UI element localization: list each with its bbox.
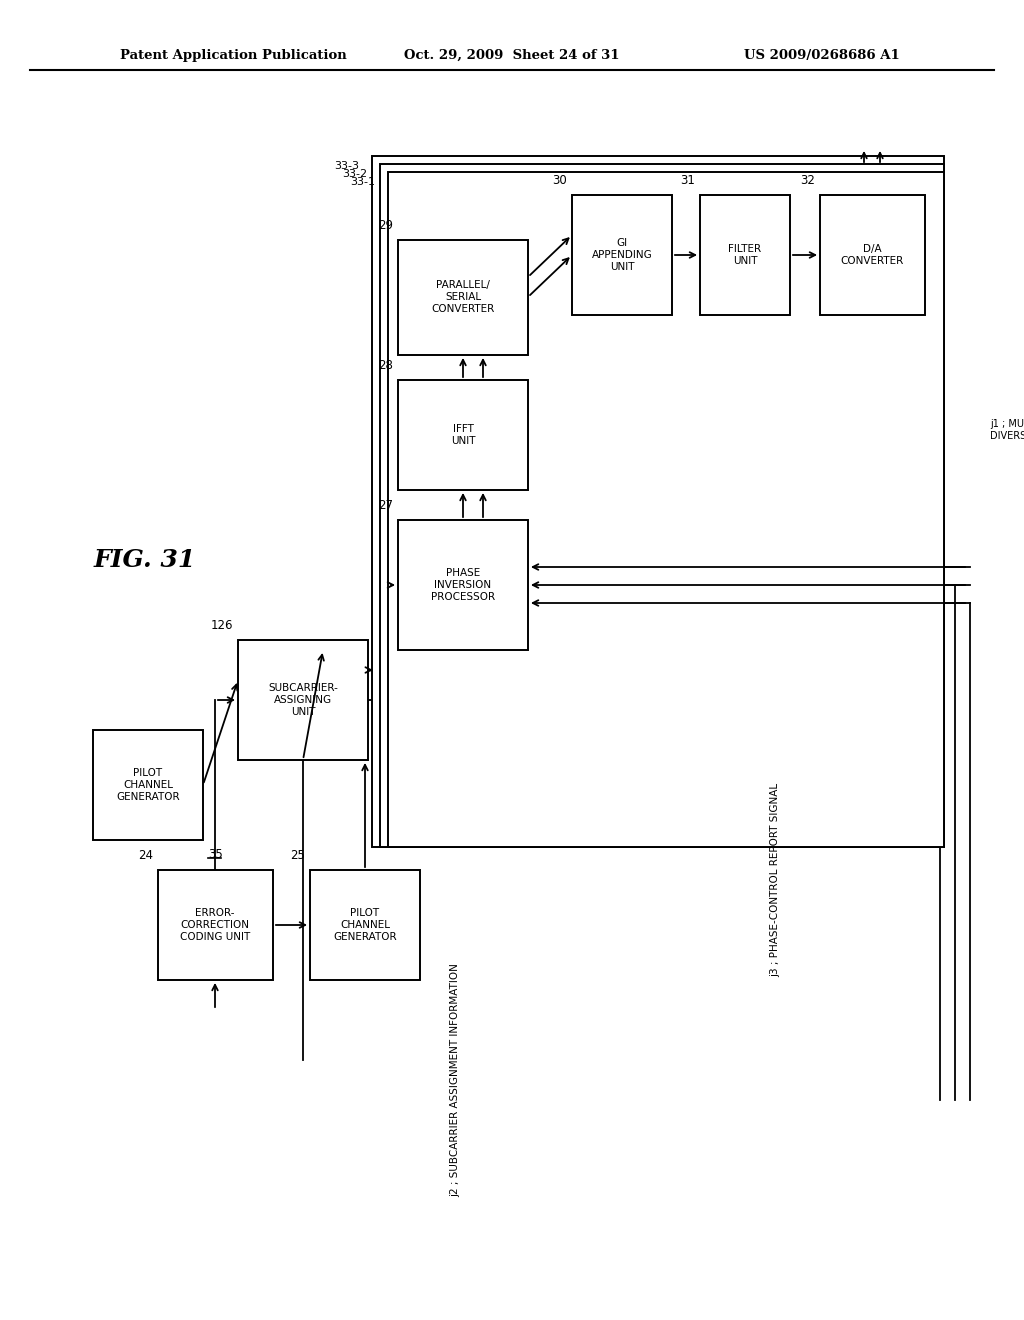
Text: US 2009/0268686 A1: US 2009/0268686 A1 [744,49,900,62]
Text: 25: 25 [290,849,305,862]
Text: IFFT
UNIT: IFFT UNIT [451,424,475,446]
Text: 24: 24 [138,849,153,862]
Text: PHASE
INVERSION
PROCESSOR: PHASE INVERSION PROCESSOR [431,569,495,602]
Text: 29: 29 [378,219,393,232]
Text: SUBCARRIER-
ASSIGNING
UNIT: SUBCARRIER- ASSIGNING UNIT [268,684,338,717]
Text: D/A
CONVERTER: D/A CONVERTER [841,244,903,265]
Bar [398,380,528,490]
Bar [238,640,368,760]
Text: GI
APPENDING
UNIT: GI APPENDING UNIT [592,239,652,272]
Bar [372,156,944,847]
Bar [388,172,944,847]
Text: ERROR-
CORRECTION
CODING UNIT: ERROR- CORRECTION CODING UNIT [180,908,250,941]
Text: FIG. 31: FIG. 31 [94,548,197,572]
Text: 33-1: 33-1 [350,177,375,187]
Text: 126: 126 [211,619,233,632]
Bar [820,195,925,315]
Bar [158,870,273,979]
Text: 35: 35 [208,847,223,861]
Text: 31: 31 [680,174,695,187]
Text: j3 ; PHASE-CONTROL REPORT SIGNAL: j3 ; PHASE-CONTROL REPORT SIGNAL [770,783,780,977]
Text: 28: 28 [378,359,393,372]
Text: 33-2: 33-2 [342,169,367,180]
Text: PARALLEL/
SERIAL
CONVERTER: PARALLEL/ SERIAL CONVERTER [431,280,495,314]
Text: FILTER
UNIT: FILTER UNIT [728,244,762,265]
Text: PILOT
CHANNEL
GENERATOR: PILOT CHANNEL GENERATOR [333,908,397,941]
Bar [380,164,944,847]
Text: Oct. 29, 2009  Sheet 24 of 31: Oct. 29, 2009 Sheet 24 of 31 [404,49,620,62]
Text: PILOT
CHANNEL
GENERATOR: PILOT CHANNEL GENERATOR [116,768,180,801]
Bar [398,240,528,355]
Bar [700,195,790,315]
Text: Patent Application Publication: Patent Application Publication [120,49,347,62]
Text: j2 ; SUBCARRIER ASSIGNMENT INFORMATION: j2 ; SUBCARRIER ASSIGNMENT INFORMATION [450,964,460,1197]
Text: 30: 30 [552,174,567,187]
Bar [93,730,203,840]
Bar [572,195,672,315]
Text: 33-3: 33-3 [334,161,359,172]
Text: 32: 32 [800,174,815,187]
Bar [310,870,420,979]
Text: j1 ; MULTI-USER DIVERSITY/FREQUENCY
DIVERSITY REPORT SIGNAL: j1 ; MULTI-USER DIVERSITY/FREQUENCY DIVE… [990,420,1024,441]
Text: 27: 27 [378,499,393,512]
Bar [398,520,528,649]
